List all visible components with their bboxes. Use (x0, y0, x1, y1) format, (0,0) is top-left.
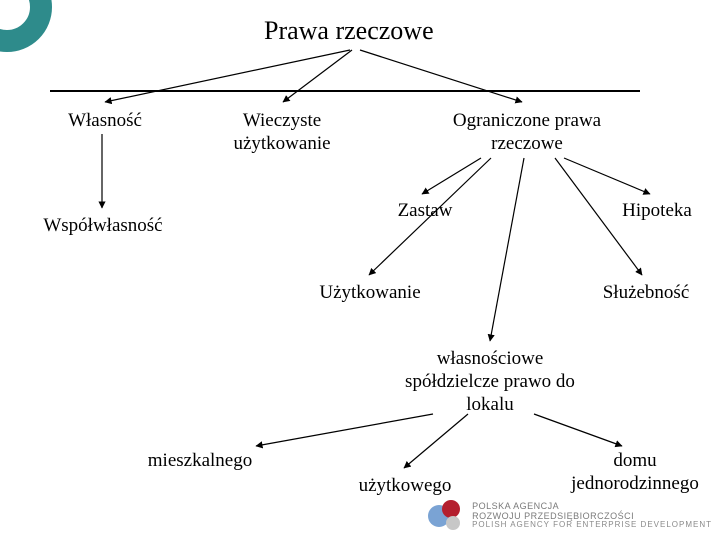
node-uzytkowanie: Użytkowanie (305, 282, 435, 305)
node-wspolwlasnosc: Współwłasność (28, 215, 178, 238)
footer-text: POLSKA AGENCJA ROZWOJU PRZEDSIĘBIORCZOŚC… (472, 502, 712, 529)
node-uzytkowego: użytkowego (340, 475, 470, 498)
corner-ring (0, 0, 52, 52)
footer-logo (428, 498, 464, 534)
node-hipoteka: Hipoteka (612, 200, 702, 223)
title-to-ograniczone (360, 50, 522, 102)
node-zastaw: Zastaw (385, 200, 465, 223)
node-wieczyste: Wieczyste użytkowanie (222, 110, 342, 156)
node-wlasciowe: własnościowe spółdzielcze prawo do lokal… (380, 348, 600, 416)
title-to-wieczyste (283, 50, 352, 102)
node-sluzebnosc: Służebność (586, 282, 706, 305)
wlasciowe-to-domu (534, 414, 622, 446)
node-mieszkalnego: mieszkalnego (130, 450, 270, 473)
node-domu: domu jednorodzinnego (555, 450, 715, 496)
footer-line3: POLISH AGENCY FOR ENTERPRISE DEVELOPMENT (472, 521, 712, 529)
ograniczone-to-wlasciowe (490, 158, 524, 341)
ograniczone-to-hipoteka (564, 158, 650, 194)
node-wlasnosc: Własność (60, 110, 150, 133)
title-to-wlasnosc (105, 50, 350, 102)
footer: POLSKA AGENCJA ROZWOJU PRZEDSIĘBIORCZOŚC… (428, 498, 712, 534)
diagram-title: Prawa rzeczowe (264, 16, 434, 46)
ograniczone-to-zastaw (422, 158, 481, 194)
node-ograniczone: Ograniczone prawa rzeczowe (432, 110, 622, 156)
wlasciowe-to-mieszkalnego (256, 414, 433, 446)
wlasciowe-to-uzytkowego (404, 414, 468, 468)
